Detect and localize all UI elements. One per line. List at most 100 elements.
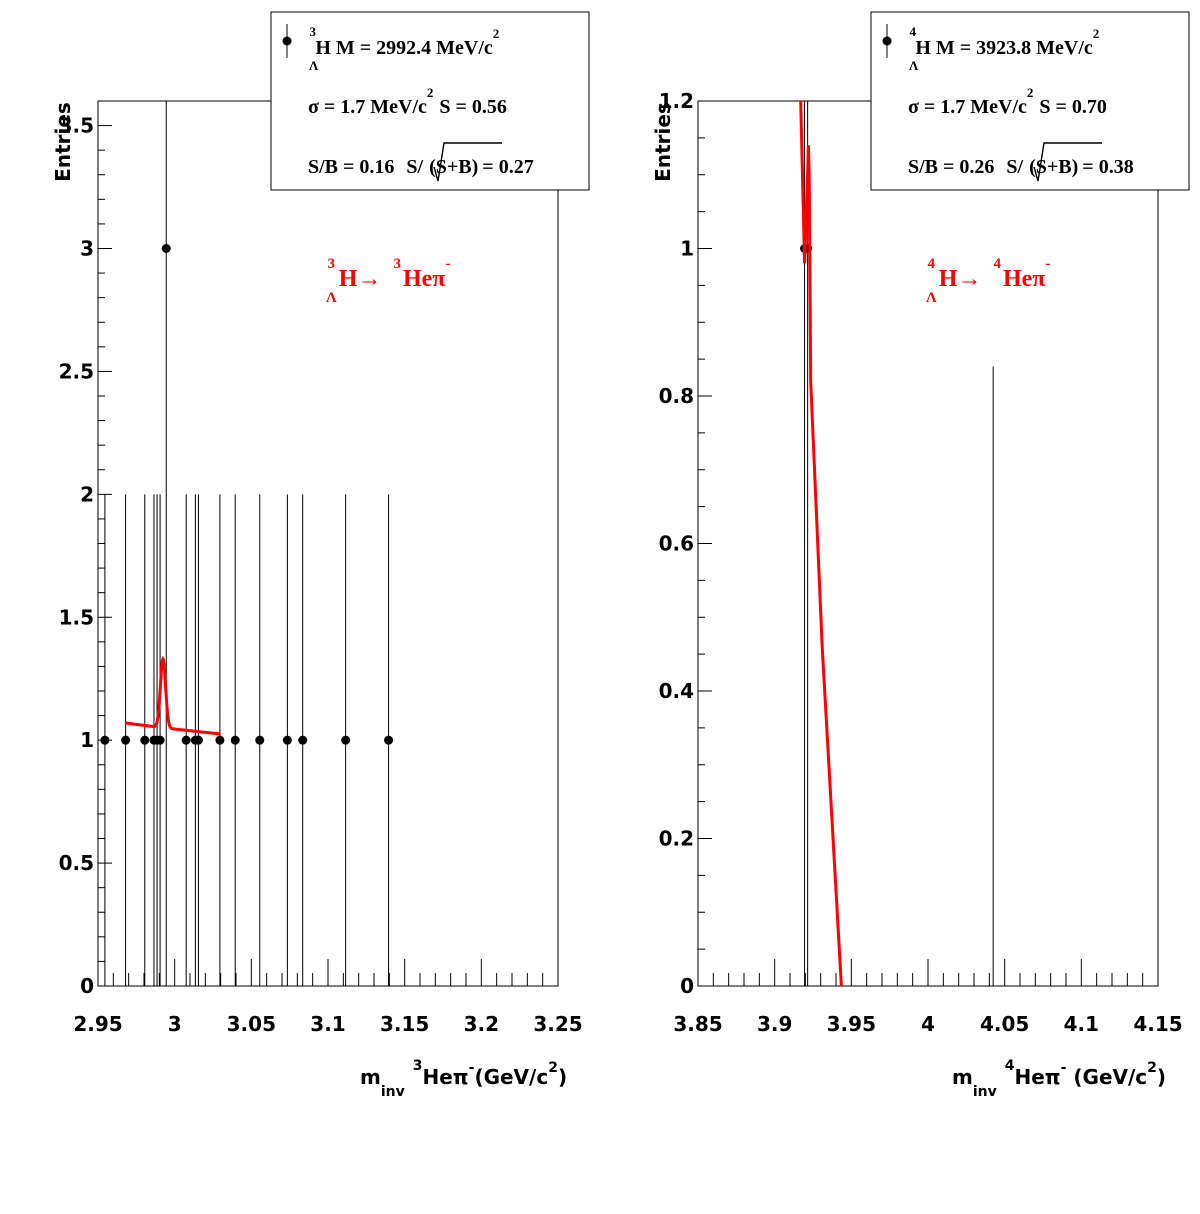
x-tick-label: 3.95 xyxy=(827,1012,876,1036)
reaction-text1: H→ xyxy=(339,266,382,292)
y-tick-label: 0.6 xyxy=(659,532,694,556)
legend-s-value: S = 0.56 xyxy=(439,96,507,118)
x-title-rest: Heπ xyxy=(1015,1065,1061,1089)
legend-line-sigma: σ = 1.7 MeV/c2 S = 0.56 xyxy=(308,85,507,118)
x-tick-label: 4.15 xyxy=(1133,1012,1182,1036)
data-point xyxy=(140,735,150,745)
y-tick-label: 3 xyxy=(80,237,94,261)
x-axis-title: minv 4Heπ- (GeV/c2) xyxy=(952,1058,1166,1100)
legend-s-over: S/ xyxy=(406,156,423,178)
x-title-close: ) xyxy=(1157,1065,1166,1089)
legend-sigma-text: σ = 1.7 MeV/c xyxy=(908,96,1027,118)
legend-box: 3 ΛH M = 2992.4 MeV/c2σ = 1.7 MeV/c2S = 0… xyxy=(270,11,590,191)
y-tick-label: 0.8 xyxy=(659,384,694,408)
x-title-sub: inv xyxy=(381,1084,405,1100)
data-point xyxy=(282,735,292,745)
legend-marker xyxy=(282,36,292,46)
legend-sb: S/B = 0.16 xyxy=(308,156,394,178)
x-tick-label: 3.25 xyxy=(533,1012,582,1036)
data-point xyxy=(100,735,110,745)
data-point xyxy=(215,735,225,745)
x-tick-label: 3.15 xyxy=(380,1012,429,1036)
y-tick-label: 0 xyxy=(680,974,694,998)
x-tick-label: 2.95 xyxy=(73,1012,122,1036)
legend-border xyxy=(270,11,590,191)
reaction-label: 3 ΛH→3Heπ- xyxy=(326,256,450,306)
reaction-sub1: Λ xyxy=(926,290,937,306)
legend-sb: S/B = 0.26 xyxy=(908,156,994,178)
x-tick-label: 4 xyxy=(921,1012,935,1036)
legend-border xyxy=(870,11,1190,191)
reaction-minus: - xyxy=(1045,256,1050,272)
data-point xyxy=(298,735,308,745)
legend-line-significance: S/B = 0.26 S/(S+B) = 0.38 xyxy=(908,156,1134,178)
reaction-sup2: 4 xyxy=(993,256,1001,272)
y-axis-title: Entries xyxy=(651,102,675,182)
data-point xyxy=(121,735,131,745)
y-tick-label: 0.2 xyxy=(659,827,694,851)
x-title-units: (GeV/c xyxy=(1066,1065,1147,1089)
legend-sigma-text: σ = 1.7 MeV/c xyxy=(308,96,427,118)
legend-signif-value: = 0.27 xyxy=(482,156,533,178)
x-title-units-sup: 2 xyxy=(548,1060,558,1076)
x-tick-label: 3 xyxy=(168,1012,182,1036)
x-title-minus: - xyxy=(1061,1060,1067,1076)
legend-nucleus-sup: 4 xyxy=(910,24,917,39)
legend-s-value: S = 0.70 xyxy=(1039,96,1107,118)
data-point xyxy=(230,735,240,745)
x-title-sub: inv xyxy=(973,1084,997,1100)
y-tick-label: 0 xyxy=(80,974,94,998)
data-point xyxy=(384,735,394,745)
legend-mass-pow: 2 xyxy=(1093,26,1100,41)
data-point xyxy=(341,735,351,745)
y-tick-label: 0.5 xyxy=(59,851,94,875)
x-tick-label: 4.1 xyxy=(1064,1012,1099,1036)
reaction-sup1: 4 xyxy=(928,256,936,272)
x-title-units: (GeV/c xyxy=(474,1065,548,1089)
y-tick-label: 1.2 xyxy=(659,89,694,113)
x-title-minus: - xyxy=(469,1060,475,1076)
reaction-text2: Heπ xyxy=(403,266,445,292)
y-tick-label: 2 xyxy=(80,482,94,506)
reaction-sub1: Λ xyxy=(326,290,337,306)
y-axis-title: Entries xyxy=(51,102,75,182)
legend-line-significance: S/B = 0.16 S/(S+B) = 0.27 xyxy=(308,156,534,178)
x-tick-label: 3.9 xyxy=(757,1012,792,1036)
x-title-nucleus: 3 xyxy=(413,1058,423,1074)
x-title-m: m xyxy=(360,1065,381,1089)
fit-curve xyxy=(799,100,843,987)
y-tick-label: 3.5 xyxy=(59,114,94,138)
x-title-units-sup: 2 xyxy=(1147,1060,1157,1076)
y-tick-label: 1 xyxy=(80,728,94,752)
legend-mass-pow: 2 xyxy=(493,26,500,41)
x-title-rest: Heπ xyxy=(423,1065,469,1089)
y-tick-label: 0.4 xyxy=(659,679,694,703)
legend-marker xyxy=(882,36,892,46)
data-point xyxy=(181,735,191,745)
legend-lambda-sub: Λ xyxy=(909,58,919,73)
reaction-sup2: 3 xyxy=(393,256,401,272)
reaction-label: 4 ΛH→4Heπ- xyxy=(926,256,1050,306)
data-point xyxy=(255,735,265,745)
x-tick-label: 3.85 xyxy=(673,1012,722,1036)
legend-signif-value: = 0.38 xyxy=(1082,156,1133,178)
legend-sqrt-sign xyxy=(433,142,502,182)
y-tick-label: 1 xyxy=(680,237,694,261)
x-axis-title: minv 3Heπ-(GeV/c2) xyxy=(360,1058,567,1100)
x-tick-label: 3.05 xyxy=(227,1012,276,1036)
x-title-close: ) xyxy=(558,1065,567,1089)
legend-mass-text: H M = 3923.8 MeV/c xyxy=(915,37,1093,59)
legend-box: 4 ΛH M = 3923.8 MeV/c2σ = 1.7 MeV/c2S = 0… xyxy=(870,11,1190,191)
data-point xyxy=(155,735,165,745)
x-title-nucleus: 4 xyxy=(1005,1058,1015,1074)
legend-mass-text: H M = 2992.4 MeV/c xyxy=(315,37,493,59)
y-tick-label: 2.5 xyxy=(59,359,94,383)
data-point xyxy=(193,735,203,745)
reaction-text1: H→ xyxy=(939,266,982,292)
x-tick-label: 4.05 xyxy=(980,1012,1029,1036)
legend-lambda-sub: Λ xyxy=(309,58,319,73)
legend-sigma-pow: 2 xyxy=(427,85,434,100)
x-title-m: m xyxy=(952,1065,973,1089)
